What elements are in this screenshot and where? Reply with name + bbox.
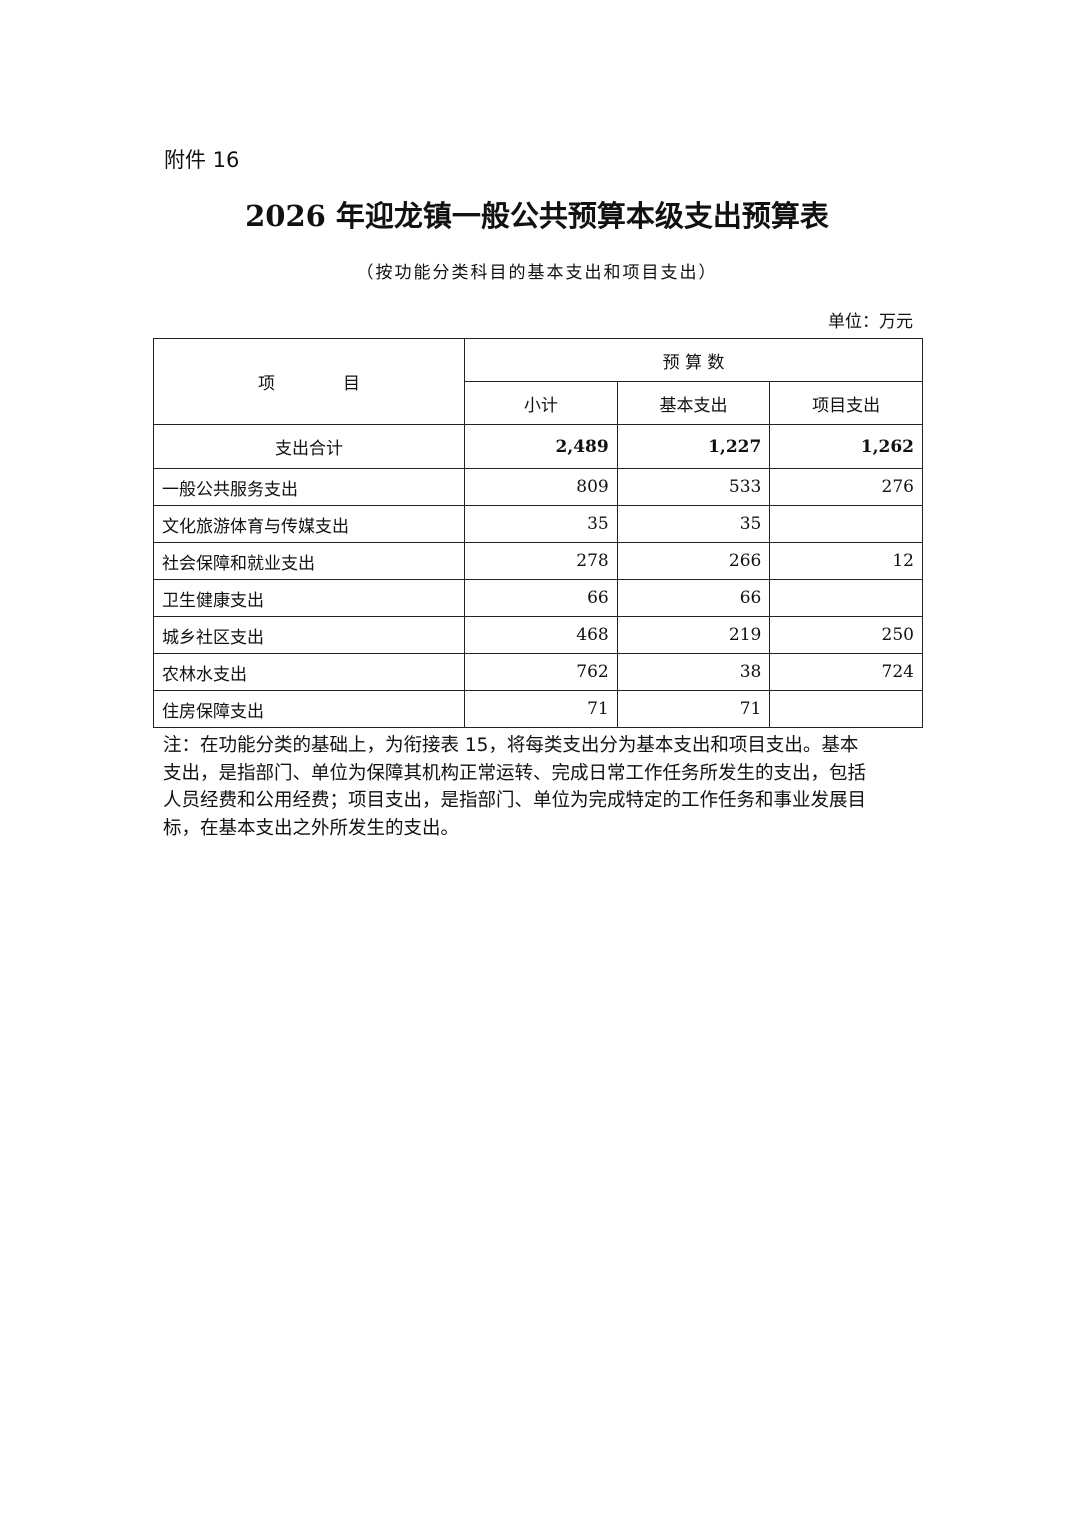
table-row: 社会保障和就业支出 278 266 12 bbox=[152, 542, 923, 580]
row-project: 250 bbox=[769, 616, 923, 654]
table-row: 卫生健康支出 66 66 bbox=[152, 579, 923, 617]
row-label: 文化旅游体育与传媒支出 bbox=[152, 505, 466, 543]
row-label: 农林水支出 bbox=[152, 653, 466, 691]
row-label: 一般公共服务支出 bbox=[152, 468, 466, 506]
row-subtotal: 762 bbox=[464, 653, 618, 691]
row-label: 城乡社区支出 bbox=[152, 616, 466, 654]
footnote-line: 注：在功能分类的基础上，为衔接表 15，将每类支出分为基本支出和项目支出。基本 bbox=[163, 735, 859, 756]
row-project: 724 bbox=[769, 653, 923, 691]
row-subtotal: 809 bbox=[464, 468, 618, 506]
header-budget: 预 算 数 bbox=[464, 338, 923, 382]
row-label: 社会保障和就业支出 bbox=[152, 542, 466, 580]
row-basic: 219 bbox=[616, 616, 771, 654]
row-label: 住房保障支出 bbox=[152, 690, 466, 728]
row-subtotal: 66 bbox=[464, 579, 618, 617]
row-project bbox=[769, 690, 923, 728]
row-basic: 266 bbox=[616, 542, 771, 580]
total-basic: 1,227 bbox=[616, 424, 771, 469]
row-subtotal: 278 bbox=[464, 542, 618, 580]
page-title: 2026 年迎龙镇一般公共预算本级支出预算表 bbox=[245, 199, 829, 233]
budget-table: 项 目 预 算 数 小计 基本支出 项目支出 支出合计 2,489 1,227 … bbox=[152, 338, 923, 728]
table-header-row: 项 目 预 算 数 bbox=[152, 338, 923, 425]
table-row: 一般公共服务支出 809 533 276 bbox=[152, 468, 923, 506]
row-basic: 533 bbox=[616, 468, 771, 506]
table-row: 城乡社区支出 468 219 250 bbox=[152, 616, 923, 654]
row-subtotal: 35 bbox=[464, 505, 618, 543]
header-basic: 基本支出 bbox=[616, 381, 771, 425]
total-row: 支出合计 2,489 1,227 1,262 bbox=[152, 424, 923, 469]
table-row: 住房保障支出 71 71 bbox=[152, 690, 923, 728]
total-label: 支出合计 bbox=[152, 424, 466, 469]
table-row: 文化旅游体育与传媒支出 35 35 bbox=[152, 505, 923, 543]
row-project bbox=[769, 579, 923, 617]
header-item: 项 目 bbox=[152, 338, 466, 425]
row-project: 276 bbox=[769, 468, 923, 506]
table-subheader-row: 小计 基本支出 项目支出 bbox=[154, 381, 923, 425]
table-row: 农林水支出 762 38 724 bbox=[152, 653, 923, 691]
total-subtotal: 2,489 bbox=[464, 424, 618, 469]
footnote-line: 人员经费和公用经费；项目支出，是指部门、单位为完成特定的工作任务和事业发展目 bbox=[163, 790, 867, 811]
page-subtitle: （按功能分类科目的基本支出和项目支出） bbox=[356, 263, 718, 283]
row-project bbox=[769, 505, 923, 543]
row-basic: 71 bbox=[616, 690, 771, 728]
footnote-line: 标，在基本支出之外所发生的支出。 bbox=[163, 817, 460, 839]
unit-label: 单位：万元 bbox=[828, 312, 913, 332]
header-project: 项目支出 bbox=[769, 381, 923, 425]
row-basic: 35 bbox=[616, 505, 771, 543]
row-subtotal: 468 bbox=[464, 616, 618, 654]
row-subtotal: 71 bbox=[464, 690, 618, 728]
footnote-line: 支出，是指部门、单位为保障其机构正常运转、完成日常工作任务所发生的支出，包括 bbox=[163, 762, 867, 784]
header-subtotal: 小计 bbox=[464, 381, 618, 425]
row-label: 卫生健康支出 bbox=[152, 579, 466, 617]
total-project: 1,262 bbox=[769, 424, 923, 469]
footnote: 注：在功能分类的基础上，为衔接表 15，将每类支出分为基本支出和项目支出。基本支… bbox=[163, 732, 866, 842]
row-project: 12 bbox=[769, 542, 923, 580]
attachment-label: 附件 16 bbox=[164, 148, 240, 172]
row-basic: 66 bbox=[616, 579, 771, 617]
row-basic: 38 bbox=[616, 653, 771, 691]
